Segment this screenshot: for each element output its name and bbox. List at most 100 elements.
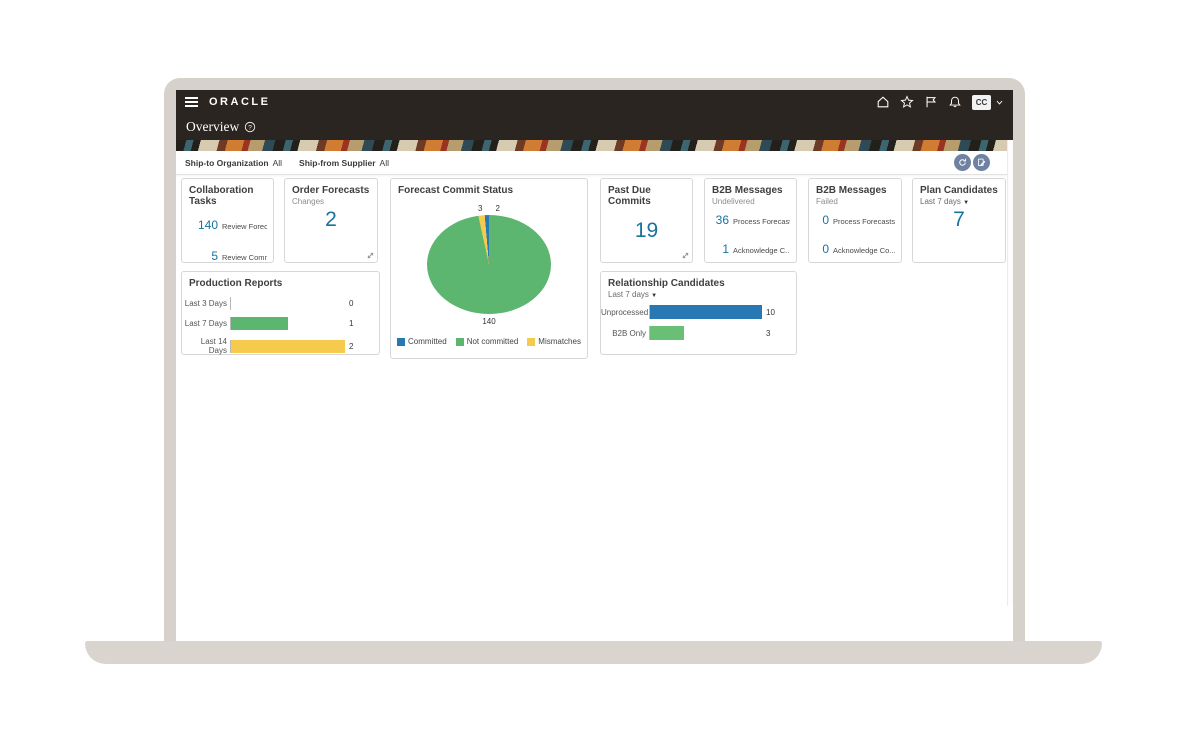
filter-bar: Ship-to Organization All Ship-from Suppl… bbox=[176, 151, 1013, 175]
past-due-commits-title[interactable]: Past Due Commits bbox=[608, 185, 651, 207]
mismatches-swatch bbox=[527, 337, 536, 346]
b2b-only-bar[interactable] bbox=[650, 326, 684, 340]
bar-value-label: 1 bbox=[349, 319, 354, 328]
legend-item-not-committed[interactable]: Not committed bbox=[455, 337, 519, 346]
review-forecasts-count[interactable]: 140 bbox=[197, 218, 218, 232]
collaboration-tasks-title[interactable]: Collaboration Tasks bbox=[189, 185, 254, 207]
page-title: Overview bbox=[186, 119, 240, 134]
acknowledge-count[interactable]: 0 bbox=[822, 242, 829, 256]
legend-item-mismatches[interactable]: Mismatches bbox=[527, 337, 581, 346]
card-past-due-commits: Past Due Commits 19 bbox=[600, 178, 693, 263]
forecast-commit-status-title[interactable]: Forecast Commit Status bbox=[398, 185, 514, 196]
acknowledge-count[interactable]: 1 bbox=[722, 242, 729, 256]
edit-layout-button[interactable] bbox=[973, 154, 990, 171]
bar-category-label: Unprocessed bbox=[601, 307, 649, 317]
b2b-undelivered-row: 1 Acknowledge C... bbox=[705, 242, 796, 256]
bar-row: Last 14 Days 2 bbox=[182, 337, 379, 355]
relationship-candidates-title[interactable]: Relationship Candidates bbox=[608, 278, 725, 289]
legend-label: Not committed bbox=[466, 337, 519, 346]
help-icon[interactable]: ? bbox=[244, 121, 256, 133]
period-filter-label: Last 7 days bbox=[920, 197, 961, 206]
laptop-base bbox=[85, 641, 1102, 664]
global-header: ORACLE CC bbox=[176, 90, 1013, 114]
refresh-button[interactable] bbox=[954, 154, 971, 171]
ship-to-organization-label: Ship-to Organization bbox=[185, 157, 269, 168]
favorites-star-icon[interactable] bbox=[900, 95, 914, 109]
bar-row: Last 7 Days 1 bbox=[182, 317, 379, 330]
mismatches-data-label: 3 bbox=[478, 204, 483, 213]
committed-swatch bbox=[397, 337, 406, 346]
svg-text:?: ? bbox=[248, 124, 252, 131]
refresh-icon bbox=[959, 158, 967, 166]
b2b-failed-title[interactable]: B2B Messages bbox=[816, 185, 887, 196]
ship-from-supplier-label: Ship-from Supplier bbox=[299, 157, 376, 168]
process-forecasts-count[interactable]: 36 bbox=[715, 213, 729, 227]
b2b-failed-row: 0 Process Forecasts bbox=[809, 213, 901, 227]
user-avatar[interactable]: CC bbox=[972, 94, 991, 110]
plan-candidates-value[interactable]: 7 bbox=[953, 208, 965, 231]
card-b2b-messages-failed: B2B Messages Failed 0 Process Forecasts … bbox=[808, 178, 902, 263]
bar-value-label: 0 bbox=[349, 299, 354, 308]
unprocessed-bar[interactable] bbox=[650, 305, 762, 319]
chevron-down-icon[interactable] bbox=[995, 98, 1004, 107]
last-14-days-bar[interactable] bbox=[231, 339, 345, 353]
relationship-candidates-period-filter[interactable]: Last 7 days ▼ bbox=[601, 289, 796, 299]
order-forecasts-value[interactable]: 2 bbox=[325, 208, 337, 231]
resize-handle-icon[interactable] bbox=[681, 251, 690, 260]
relationship-candidates-bar-chart: Unprocessed 10 B2B Only 3 bbox=[601, 305, 796, 340]
decorative-banner bbox=[176, 140, 1013, 151]
bar-value-label: 2 bbox=[349, 341, 354, 351]
ship-from-supplier-value[interactable]: All bbox=[379, 157, 389, 168]
process-forecasts-label: Process Forecasts bbox=[733, 217, 790, 226]
legend-item-committed[interactable]: Committed bbox=[397, 337, 447, 346]
header-actions: CC bbox=[876, 94, 1004, 110]
production-reports-bar-chart: Last 3 Days 0 Last 7 Days 1 Last 14 Days… bbox=[182, 297, 379, 355]
card-relationship-candidates: Relationship Candidates Last 7 days ▼ Un… bbox=[600, 271, 797, 355]
scrollbar-track[interactable] bbox=[1007, 140, 1013, 606]
resize-handle-icon[interactable] bbox=[366, 251, 375, 260]
committed-data-label: 2 bbox=[495, 204, 500, 213]
home-icon[interactable] bbox=[876, 95, 890, 109]
b2b-undelivered-subtitle: Undelivered bbox=[712, 197, 755, 206]
card-plan-candidates: Plan Candidates Last 7 days ▼ 7 bbox=[912, 178, 1006, 263]
not-committed-data-label: 140 bbox=[482, 317, 496, 326]
notifications-bell-icon[interactable] bbox=[948, 95, 962, 109]
acknowledge-label: Acknowledge Co... bbox=[833, 246, 895, 255]
process-forecasts-count[interactable]: 0 bbox=[822, 213, 829, 227]
bar-value-label: 3 bbox=[766, 328, 771, 338]
edit-page-icon bbox=[977, 158, 986, 167]
flag-watchlist-icon[interactable] bbox=[924, 95, 938, 109]
bar-row: Last 3 Days 0 bbox=[182, 297, 379, 310]
legend-label: Mismatches bbox=[538, 337, 581, 346]
forecast-commit-pie-chart[interactable] bbox=[427, 215, 551, 314]
bar-category-label: Last 7 Days bbox=[184, 319, 227, 328]
plan-candidates-title[interactable]: Plan Candidates bbox=[920, 185, 998, 196]
collaboration-tasks-row: 140 Review Foreca... bbox=[182, 218, 273, 232]
card-b2b-messages-undelivered: B2B Messages Undelivered 36 Process Fore… bbox=[704, 178, 797, 263]
last-7-days-bar[interactable] bbox=[231, 317, 288, 330]
acknowledge-label: Acknowledge C... bbox=[733, 246, 790, 255]
b2b-undelivered-title[interactable]: B2B Messages bbox=[712, 185, 783, 196]
menu-icon[interactable] bbox=[185, 97, 198, 107]
bar-category-label: B2B Only bbox=[612, 328, 646, 338]
production-reports-title[interactable]: Production Reports bbox=[189, 278, 283, 289]
ship-to-organization-value[interactable]: All bbox=[272, 157, 283, 168]
review-commits-count[interactable]: 5 bbox=[211, 249, 218, 263]
pie-legend: Committed Not committed Mismatches bbox=[391, 337, 587, 346]
caret-down-icon: ▼ bbox=[651, 293, 658, 299]
bar-category-label: Last 3 Days bbox=[184, 299, 227, 308]
page-title-bar: Overview ? bbox=[176, 114, 1013, 140]
bar-row: B2B Only 3 bbox=[601, 326, 796, 340]
filter-bar-actions bbox=[954, 154, 990, 171]
card-forecast-commit-status: Forecast Commit Status 3 2 140 Committed… bbox=[390, 178, 588, 359]
order-forecasts-title[interactable]: Order Forecasts bbox=[292, 185, 370, 196]
card-order-forecasts: Order Forecasts Changes 2 bbox=[284, 178, 378, 263]
b2b-undelivered-row: 36 Process Forecasts bbox=[705, 213, 796, 227]
laptop-screen-bezel: ORACLE CC Overview ? Ship-to Organizatio… bbox=[164, 78, 1025, 641]
b2b-failed-subtitle: Failed bbox=[816, 197, 838, 206]
period-filter-label: Last 7 days bbox=[608, 290, 649, 299]
legend-label: Committed bbox=[408, 337, 447, 346]
plan-candidates-period-filter[interactable]: Last 7 days ▼ bbox=[913, 196, 1005, 206]
card-collaboration-tasks: Collaboration Tasks 140 Review Foreca...… bbox=[181, 178, 274, 263]
past-due-commits-value[interactable]: 19 bbox=[634, 219, 659, 242]
